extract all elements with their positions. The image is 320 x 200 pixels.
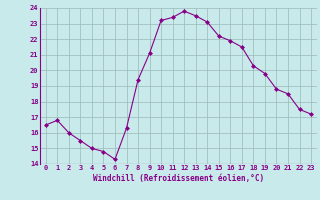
X-axis label: Windchill (Refroidissement éolien,°C): Windchill (Refroidissement éolien,°C) (93, 174, 264, 183)
